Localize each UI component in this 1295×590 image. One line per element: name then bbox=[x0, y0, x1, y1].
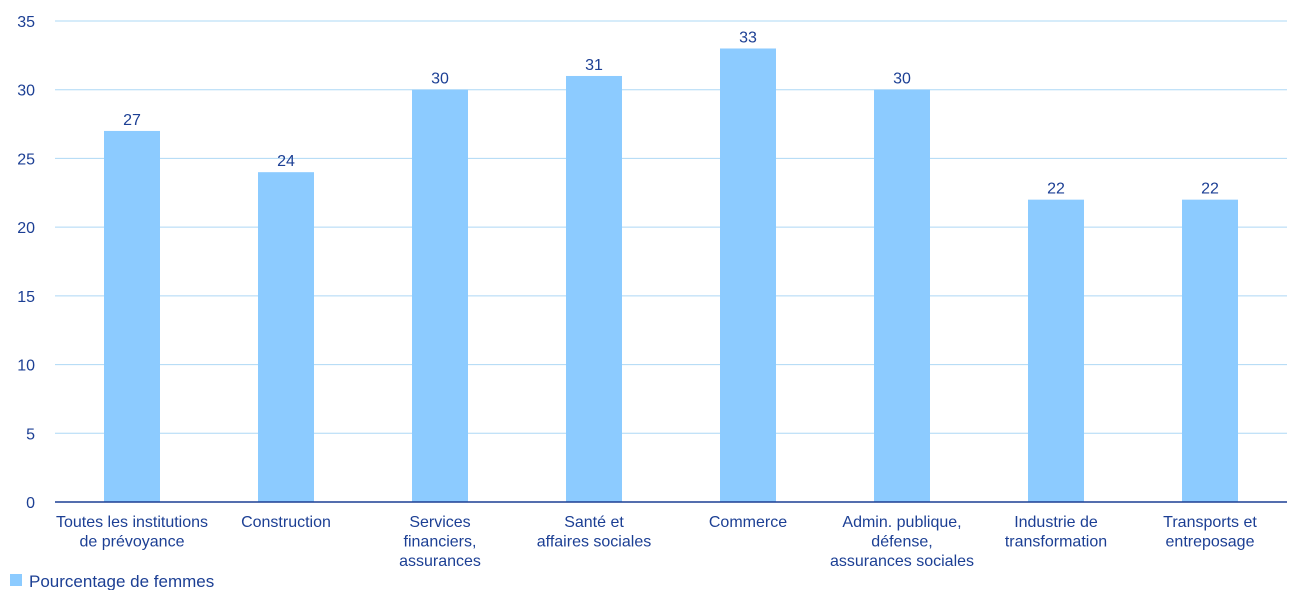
bar-value-label: 22 bbox=[1201, 181, 1219, 198]
category-label-line: Transports et bbox=[1163, 514, 1257, 531]
bar-value-label: 27 bbox=[123, 112, 141, 129]
bar bbox=[104, 130, 160, 502]
category-label-line: Industrie de bbox=[1014, 514, 1098, 531]
y-tick-label: 15 bbox=[17, 289, 35, 306]
bar bbox=[566, 75, 622, 502]
category-label: Admin. publique, défense, assurances socia… bbox=[830, 514, 974, 570]
y-tick-label: 30 bbox=[17, 83, 35, 100]
bar-value-label: 33 bbox=[739, 29, 757, 46]
category-label: Construction bbox=[241, 514, 331, 531]
category-label-line: Santé et bbox=[564, 514, 624, 531]
legend-swatch bbox=[10, 574, 22, 586]
category-label-line: Construction bbox=[241, 514, 331, 531]
bar-value-label: 30 bbox=[431, 71, 449, 88]
bars bbox=[104, 48, 1238, 502]
bar bbox=[258, 172, 314, 502]
category-label: Commerce bbox=[709, 514, 787, 531]
category-label-line: de prévoyance bbox=[80, 534, 185, 551]
bar bbox=[720, 48, 776, 502]
legend: Pourcentage de femmes bbox=[10, 572, 214, 590]
x-axis-category-labels: Toutes les institutions de prévoyance Cons… bbox=[56, 514, 1257, 570]
bar bbox=[1182, 199, 1238, 502]
y-axis-ticks: 0 5 10 15 20 25 30 35 bbox=[17, 14, 35, 512]
category-label-line: défense, bbox=[871, 534, 932, 551]
data-labels: 27 24 30 31 33 30 22 22 bbox=[123, 29, 1219, 197]
y-tick-label: 25 bbox=[17, 151, 35, 168]
category-label-line: affaires sociales bbox=[537, 534, 651, 551]
y-tick-label: 10 bbox=[17, 358, 35, 375]
category-label: Services financiers, assurances bbox=[399, 514, 481, 570]
bar-value-label: 22 bbox=[1047, 181, 1065, 198]
bar bbox=[1028, 199, 1084, 502]
category-label-line: Admin. publique, bbox=[842, 514, 961, 531]
category-label-line: entreposage bbox=[1166, 534, 1255, 551]
category-label-line: assurances bbox=[399, 553, 481, 570]
bar bbox=[412, 89, 468, 502]
y-tick-label: 20 bbox=[17, 220, 35, 237]
y-tick-label: 35 bbox=[17, 14, 35, 31]
category-label-line: Services bbox=[409, 514, 470, 531]
bar bbox=[874, 89, 930, 502]
category-label-line: financiers, bbox=[404, 534, 477, 551]
gridlines bbox=[55, 20, 1287, 434]
category-label: Toutes les institutions de prévoyance bbox=[56, 514, 208, 551]
bar-value-label: 31 bbox=[585, 57, 603, 74]
category-label-line: Toutes les institutions bbox=[56, 514, 208, 531]
y-tick-label: 5 bbox=[26, 426, 35, 443]
category-label-line: assurances sociales bbox=[830, 553, 974, 570]
category-label: Transports et entreposage bbox=[1163, 514, 1257, 551]
category-label: Industrie de transformation bbox=[1005, 514, 1107, 551]
category-label-line: Commerce bbox=[709, 514, 787, 531]
y-tick-label: 0 bbox=[26, 495, 35, 512]
category-label: Santé et affaires sociales bbox=[537, 514, 651, 551]
legend-label: Pourcentage de femmes bbox=[29, 572, 214, 590]
bar-value-label: 24 bbox=[277, 153, 295, 170]
bar-value-label: 30 bbox=[893, 71, 911, 88]
category-label-line: transformation bbox=[1005, 534, 1107, 551]
